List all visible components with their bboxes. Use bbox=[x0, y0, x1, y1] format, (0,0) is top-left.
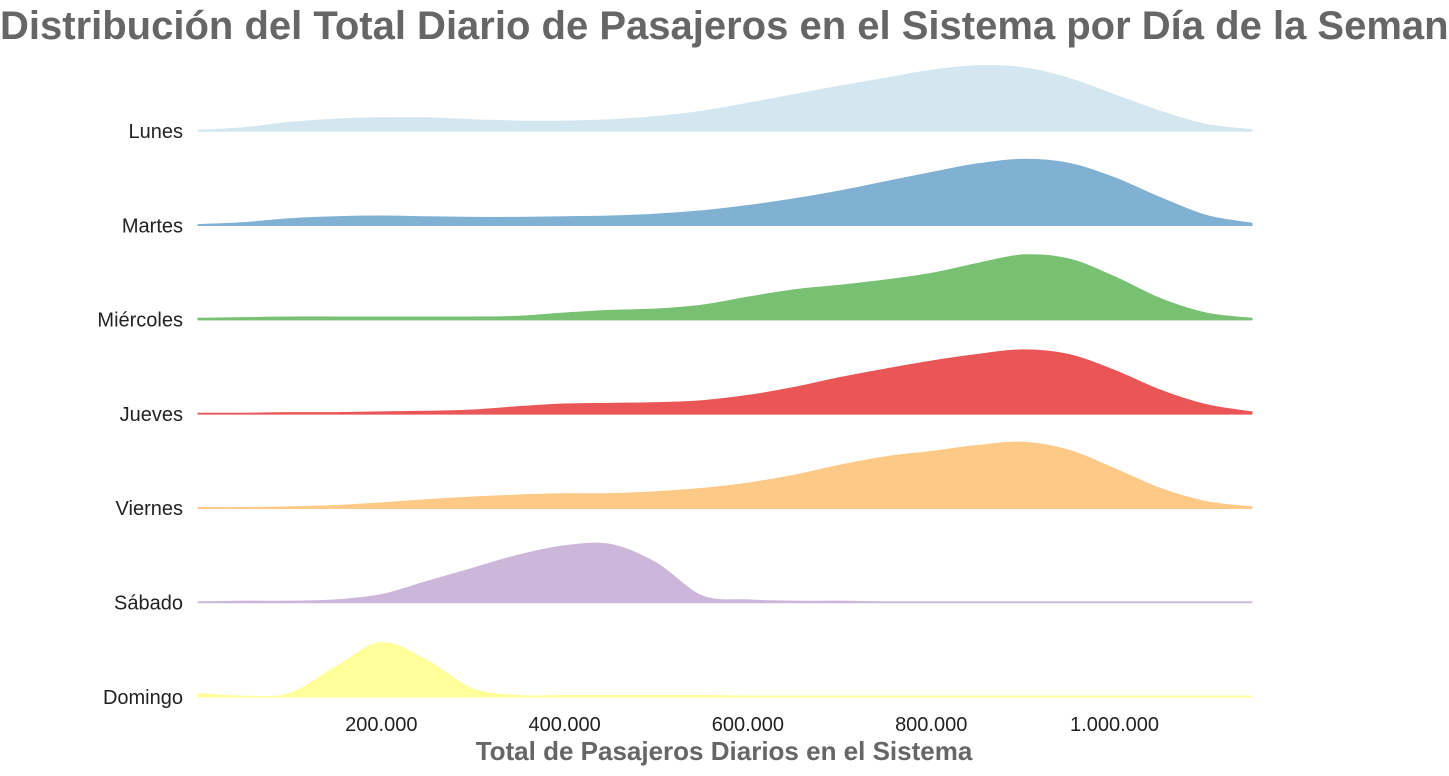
x-tick-label-4: 800.000 bbox=[895, 714, 967, 736]
row-label-2: Martes bbox=[122, 215, 183, 237]
chart-title: Distribución del Total Diario de Pasajer… bbox=[0, 4, 1449, 48]
ridge-3 bbox=[197, 254, 1253, 321]
row-label-5: Viernes bbox=[116, 498, 183, 520]
row-label-1: Lunes bbox=[129, 121, 184, 143]
row-labels-group: Lunes Martes Miércoles Jueves Viernes Sábado D… bbox=[97, 121, 183, 709]
ridge-5 bbox=[197, 441, 1253, 509]
row-label-3: Miércoles bbox=[97, 310, 183, 332]
x-tick-labels-group: 200.000 400.000 600.000 800.000 1.000.000 bbox=[345, 714, 1159, 736]
ridge-7 bbox=[197, 642, 1253, 698]
x-axis-title: Total de Pasajeros Diarios en el Sistema bbox=[476, 736, 973, 766]
row-label-6: Sábado bbox=[114, 593, 183, 615]
x-tick-label-1: 200.000 bbox=[345, 714, 417, 736]
x-tick-label-2: 400.000 bbox=[528, 714, 600, 736]
ridge-2 bbox=[197, 158, 1253, 226]
row-label-7: Domingo bbox=[103, 687, 183, 709]
x-tick-label-5: 1.000.000 bbox=[1070, 714, 1159, 736]
x-tick-label-3: 600.000 bbox=[712, 714, 784, 736]
row-label-4: Jueves bbox=[120, 404, 183, 426]
ridges-group bbox=[197, 64, 1253, 698]
ridge-1 bbox=[197, 64, 1253, 132]
ridge-6 bbox=[197, 542, 1253, 603]
ridge-4 bbox=[197, 349, 1253, 415]
